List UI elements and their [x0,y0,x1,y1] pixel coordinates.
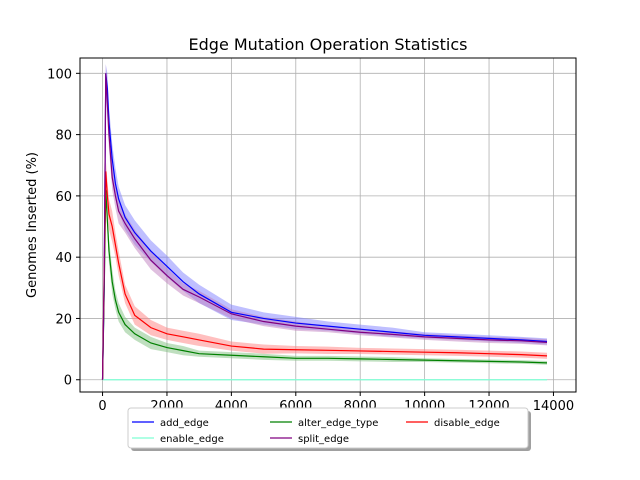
y-tick-label: 100 [47,67,72,82]
legend-label: disable_edge [434,418,500,429]
series-line-disable-edge [101,171,548,380]
x-tick-label: 0 [98,399,106,414]
series-band-split-edge [102,64,548,380]
series-line-alter-edge-type [101,189,548,380]
series-line-split-edge [101,73,548,380]
legend-box [127,407,529,449]
y-tick-label: 60 [55,190,72,205]
legend-label: alter_edge_type [298,418,378,429]
y-axis-label: Genomes Inserted (%) [25,152,40,298]
series-line-add-edge [101,73,548,380]
legend-label: split_edge [298,434,349,445]
chart-title: Edge Mutation Operation Statistics [189,35,468,54]
legend-label: enable_edge [160,434,224,445]
legend: add_edge alter_edge_type disable_edgeenabl… [127,407,531,451]
axes-frame [79,57,577,393]
y-tick-label: 40 [55,251,72,266]
x-tick-label: 14000 [533,399,574,414]
y-tick-label: 0 [64,374,72,389]
legend-label: add_edge [160,418,209,429]
y-tick-label: 20 [55,312,72,327]
y-tick-label: 80 [55,129,72,144]
series-band-alter-edge-type [102,180,548,380]
